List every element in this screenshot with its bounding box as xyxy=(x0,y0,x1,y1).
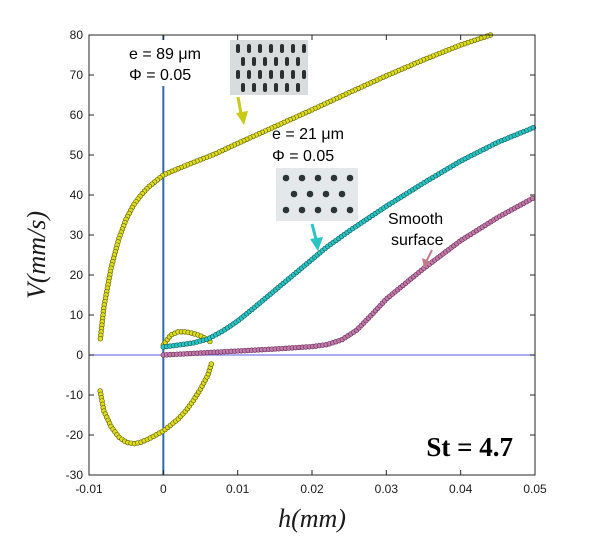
pillar-shape xyxy=(274,83,278,92)
pillar-shape xyxy=(269,70,273,79)
series-1 xyxy=(97,32,494,447)
y-tick-label: 40 xyxy=(70,188,84,202)
annotation-backdrop xyxy=(125,40,227,86)
pillar-shape xyxy=(236,70,240,79)
annotation-arrow-pink xyxy=(422,249,433,268)
pillar-shape xyxy=(298,206,306,214)
x-tick-label: 0.03 xyxy=(375,482,399,496)
annotation-arrow-yellow xyxy=(236,96,248,125)
pillar-shape xyxy=(263,57,267,66)
pillar-shape xyxy=(346,174,354,182)
pillar-shape xyxy=(280,70,284,79)
pillar-shape xyxy=(247,70,251,79)
pillar-shape xyxy=(330,174,338,182)
pillar-shape xyxy=(263,83,267,92)
annotation-smooth-line1: Smooth xyxy=(388,211,443,228)
x-tick-label: 0.05 xyxy=(523,482,547,496)
annotation-rough-21-line2: Φ = 0.05 xyxy=(272,148,334,165)
pillar-shape xyxy=(252,57,256,66)
y-tick-label: -10 xyxy=(66,388,84,402)
x-tick-label: 0.04 xyxy=(449,482,473,496)
y-tick-label: -20 xyxy=(66,428,84,442)
pillar-shape xyxy=(282,206,290,214)
pillar-shape xyxy=(302,44,306,53)
y-tick-label: 60 xyxy=(70,108,84,122)
pillar-shape xyxy=(330,206,338,214)
pillar-shape xyxy=(247,44,251,53)
y-tick-label: 50 xyxy=(70,148,84,162)
pillar-shape xyxy=(314,174,322,182)
series-3 xyxy=(160,195,536,358)
plot-background xyxy=(89,35,535,475)
pillar-shape xyxy=(290,190,298,198)
y-tick-label: 0 xyxy=(76,348,83,362)
pillar-shape xyxy=(291,44,295,53)
x-tick-label: 0.02 xyxy=(300,482,324,496)
x-axis-label: h(mm) xyxy=(278,504,346,533)
pillar-shape xyxy=(296,57,300,66)
annotation-rough-89-line1: e = 89 μm xyxy=(129,46,201,63)
pillar-shape xyxy=(236,44,240,53)
annotation-arrow-cyan xyxy=(310,223,323,251)
pillar-shape xyxy=(252,83,256,92)
data-point xyxy=(529,195,536,202)
pillar-shape xyxy=(282,174,290,182)
y-tick-label: -30 xyxy=(66,468,84,482)
data-point xyxy=(208,361,215,367)
annotation-rough-89-line2: Φ = 0.05 xyxy=(129,67,191,84)
y-axis-label: V(mm/s) xyxy=(22,211,51,299)
x-tick-label: -0.01 xyxy=(75,482,103,496)
pillar-shape xyxy=(241,57,245,66)
pillar-array-photo-round xyxy=(276,168,358,221)
pillar-shape xyxy=(302,70,306,79)
stokes-number-label: St = 4.7 xyxy=(426,432,513,462)
pillar-shape xyxy=(269,44,273,53)
y-tick-label: 30 xyxy=(70,228,84,242)
y-tick-label: 80 xyxy=(70,28,84,42)
x-tick-label: 0 xyxy=(160,482,167,496)
y-tick-label: 20 xyxy=(70,268,84,282)
annotation-rough-21-line1: e = 21 μm xyxy=(272,126,344,143)
pillar-shape xyxy=(306,190,314,198)
pillar-shape xyxy=(314,206,322,214)
y-tick-label: 70 xyxy=(70,68,84,82)
annotation-smooth-line2: surface xyxy=(391,232,444,249)
pillar-shape xyxy=(241,83,245,92)
series-2 xyxy=(160,124,537,350)
pillar-shape xyxy=(298,174,306,182)
data-point xyxy=(97,336,104,342)
pillar-shape xyxy=(322,190,330,198)
tick-layer: -0.01 0 0.01 0.02 0.03 0.04 0.05 -30 -20 -10 0 10 20… xyxy=(66,28,547,496)
pillar-shape xyxy=(258,44,262,53)
pillar-shape xyxy=(338,190,346,198)
pillar-shape xyxy=(285,57,289,66)
pillar-shape xyxy=(280,44,284,53)
pillar-array-photo-elongated xyxy=(230,40,308,95)
pillar-shape xyxy=(346,206,354,214)
pillar-shape xyxy=(291,70,295,79)
pillar-shape xyxy=(258,70,262,79)
y-tick-label: 10 xyxy=(70,308,84,322)
pillar-shape xyxy=(285,83,289,92)
series-layer xyxy=(97,32,537,447)
pillar-shape xyxy=(274,57,278,66)
pillar-shape xyxy=(296,83,300,92)
x-tick-label: 0.01 xyxy=(226,482,250,496)
